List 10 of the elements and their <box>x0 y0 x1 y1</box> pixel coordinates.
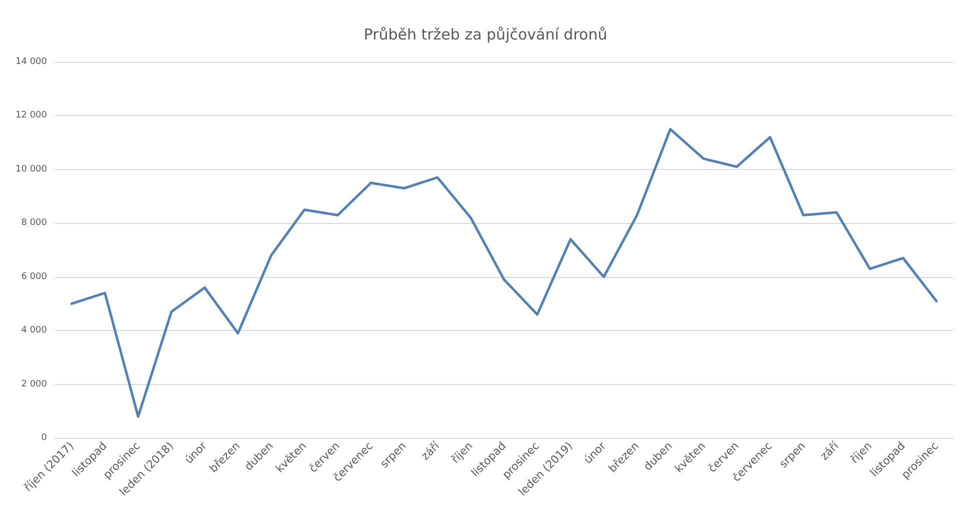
y-tick-label: 6 000 <box>21 272 48 282</box>
y-tick-label: 2 000 <box>21 379 48 390</box>
y-tick-label: 14 000 <box>16 57 48 67</box>
y-tick-label: 10 000 <box>16 164 48 174</box>
line-series <box>70 128 938 418</box>
y-tick-label: 8 000 <box>21 218 48 228</box>
y-tick-label: 4 000 <box>21 326 48 336</box>
chart-title: Průběh tržeb za půjčování dronů <box>364 26 608 44</box>
y-tick-label: 12 000 <box>16 110 48 121</box>
y-tick-label: 0 <box>41 433 48 443</box>
